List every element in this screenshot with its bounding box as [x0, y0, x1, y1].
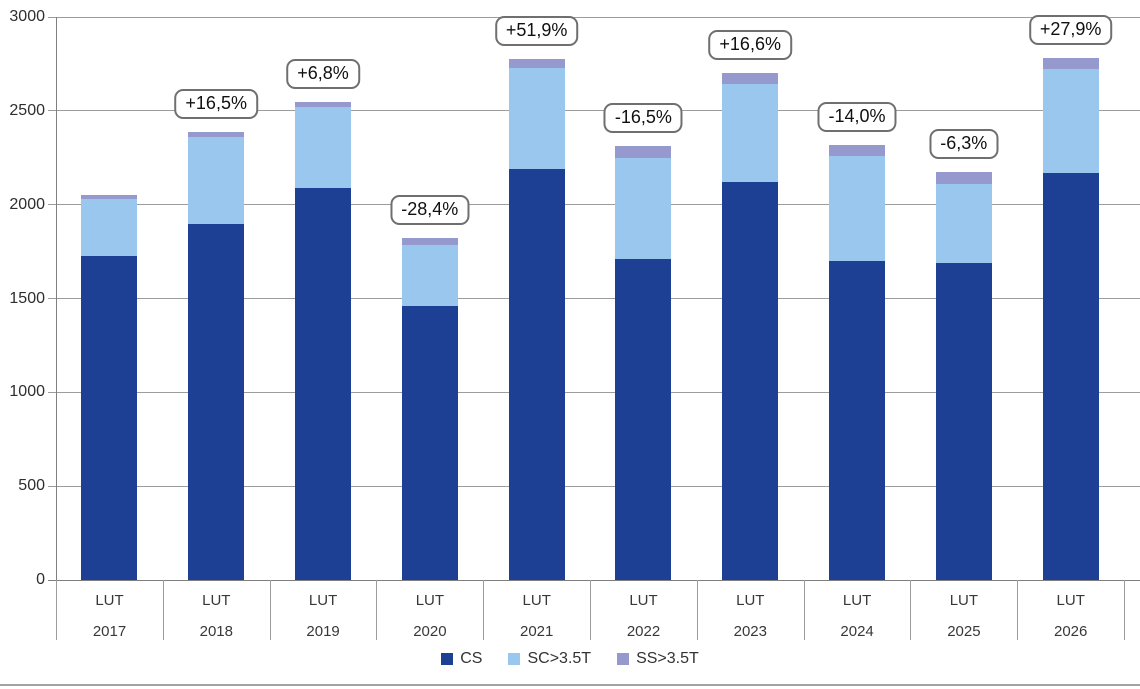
- pct-change-label: +51,9%: [494, 16, 579, 47]
- category-separator: [590, 580, 591, 640]
- x-axis-label-year: 2017: [92, 623, 127, 640]
- bar-segment-cs: [81, 256, 138, 580]
- x-axis-label-prefix: LUT: [202, 592, 231, 609]
- x-axis-label-year: 2019: [306, 623, 340, 640]
- x-axis-label-prefix: LUT: [522, 592, 551, 609]
- pct-change-label: -16,5%: [603, 102, 683, 133]
- pct-change-label: +16,6%: [708, 30, 792, 61]
- y-axis-tick-label: 3000: [9, 8, 45, 25]
- bar-segment-ss-3-5t: [829, 144, 885, 156]
- bar-segment-sc-3-5t: [615, 157, 672, 260]
- x-axis-label-year: 2023: [733, 623, 767, 640]
- y-axis-tick-label: 1500: [9, 289, 45, 307]
- category-separator: [376, 580, 377, 640]
- legend-item-cs: CS: [441, 650, 482, 668]
- legend-swatch-ss-3-5t: [617, 653, 630, 665]
- category-separator: [1017, 580, 1018, 640]
- bar-segment-cs: [401, 306, 458, 580]
- legend-label: SS>3.5T: [636, 650, 699, 667]
- legend-item-ss-3-5t: SS>3.5T: [617, 650, 699, 668]
- bar-segment-cs: [508, 169, 565, 580]
- category-separator: [163, 580, 164, 640]
- bar-segment-ss-3-5t: [508, 59, 565, 68]
- x-axis-label-prefix: LUT: [949, 592, 979, 609]
- category-separator: [483, 580, 484, 640]
- x-axis-label-year: 2022: [626, 623, 661, 640]
- category-separator: [910, 580, 911, 640]
- bar-segment-ss-3-5t: [295, 102, 351, 108]
- gridline: [48, 110, 1140, 112]
- legend-item-sc-3-5t: SC>3.5T: [508, 650, 591, 668]
- y-axis-tick-label: 2500: [9, 101, 45, 119]
- legend-swatch-cs: [441, 653, 454, 665]
- bar-segment-cs: [615, 259, 672, 580]
- bar-segment-ss-3-5t: [188, 132, 245, 138]
- category-separator: [1124, 580, 1125, 640]
- pct-change-label: -28,4%: [390, 194, 470, 225]
- y-axis-line: [56, 17, 57, 580]
- bottom-divider-line: [0, 684, 1140, 686]
- legend-swatch-sc-3-5t: [508, 653, 521, 665]
- bar-segment-cs: [188, 224, 245, 580]
- gridline: [48, 16, 1140, 18]
- x-axis-label-year: 2025: [947, 623, 981, 640]
- bar-segment-cs: [829, 260, 885, 580]
- gridline: [48, 204, 1140, 206]
- bar-segment-ss-3-5t: [722, 73, 779, 84]
- y-axis-tick-label: 0: [36, 571, 45, 588]
- legend-label: SC>3.5T: [527, 650, 592, 667]
- legend: CS SC>3.5T SS>3.5T: [0, 650, 1140, 668]
- y-axis-tick-label: 1000: [9, 383, 45, 401]
- pct-change-label: +27,9%: [1028, 15, 1113, 46]
- gridline: [48, 298, 1140, 299]
- bar-segment-sc-3-5t: [1042, 68, 1099, 173]
- bar-segment-sc-3-5t: [508, 67, 565, 169]
- bar-segment-ss-3-5t: [401, 237, 458, 245]
- bar-segment-cs: [295, 187, 351, 580]
- x-axis-label-prefix: LUT: [95, 592, 124, 609]
- bar-segment-sc-3-5t: [935, 184, 992, 263]
- pct-change-label: +6,8%: [286, 59, 360, 90]
- x-axis-label-prefix: LUT: [629, 592, 658, 609]
- x-axis-label-prefix: LUT: [415, 592, 445, 609]
- y-axis-tick-label: 2000: [9, 195, 45, 213]
- x-axis-label-prefix: LUT: [842, 592, 872, 609]
- bar-segment-sc-3-5t: [81, 199, 138, 257]
- bar-segment-sc-3-5t: [188, 137, 245, 225]
- gridline: [48, 485, 1140, 487]
- x-axis-label-year: 2024: [840, 623, 874, 640]
- x-axis-label-year: 2018: [199, 623, 233, 640]
- x-axis-label-year: 2021: [520, 623, 554, 640]
- bar-segment-cs: [935, 262, 992, 580]
- x-axis-label-prefix: LUT: [736, 592, 765, 609]
- bar-segment-sc-3-5t: [401, 245, 458, 306]
- bar-segment-ss-3-5t: [81, 195, 138, 200]
- pct-change-label: +16,5%: [174, 89, 258, 120]
- x-axis-label-prefix: LUT: [1056, 592, 1085, 609]
- bar-segment-sc-3-5t: [295, 107, 351, 188]
- category-separator: [804, 580, 805, 640]
- bar-segment-sc-3-5t: [829, 155, 885, 261]
- bar-segment-sc-3-5t: [722, 83, 779, 183]
- x-axis-label-year: 2026: [1054, 623, 1088, 640]
- bar-segment-ss-3-5t: [615, 145, 672, 158]
- x-axis-label-year: 2020: [413, 623, 447, 640]
- category-separator: [270, 580, 271, 640]
- bar-segment-cs: [722, 182, 779, 580]
- pct-change-label: -6,3%: [929, 128, 999, 159]
- category-separator: [697, 580, 698, 640]
- bar-segment-ss-3-5t: [935, 171, 992, 184]
- legend-label: CS: [460, 650, 483, 667]
- gridline: [48, 579, 1140, 581]
- x-axis-label-prefix: LUT: [308, 592, 338, 609]
- gridline: [48, 391, 1140, 393]
- bar-segment-cs: [1042, 172, 1099, 580]
- y-axis-tick-label: 500: [18, 477, 45, 495]
- category-separator: [56, 580, 57, 640]
- pct-change-label: -14,0%: [817, 101, 897, 132]
- bar-segment-ss-3-5t: [1042, 58, 1099, 69]
